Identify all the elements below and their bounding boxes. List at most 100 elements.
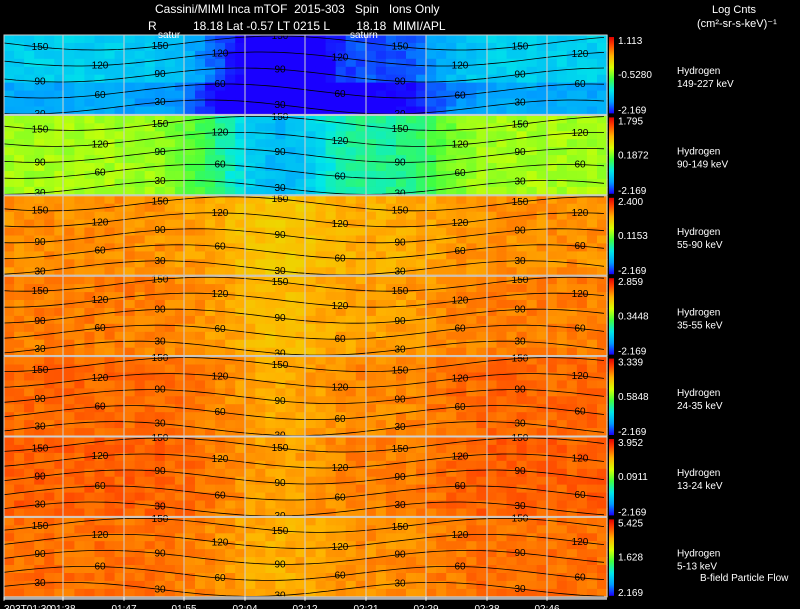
contour-label: 120: [452, 61, 469, 72]
contour-label: 60: [574, 407, 586, 418]
contour-label: 60: [334, 493, 346, 504]
colorbar: [609, 197, 614, 275]
contour-label: 120: [572, 371, 589, 382]
contour-label: 150: [392, 42, 409, 53]
panel-frame: [3, 436, 608, 517]
contour-label: 60: [334, 253, 346, 264]
contour-label: 120: [92, 451, 109, 462]
colorbar-mid: 0.1872: [618, 151, 649, 162]
panel-species: Hydrogen: [677, 388, 720, 399]
colorbar-mid: -0.5280: [618, 70, 652, 81]
contour-label: 120: [332, 219, 349, 230]
panel-species: Hydrogen: [677, 307, 720, 318]
contour-label: 30: [514, 501, 526, 512]
contour-label: 120: [452, 373, 469, 384]
contour-label: 90: [274, 147, 286, 158]
contour-label: 60: [574, 324, 586, 335]
contour-label: 120: [332, 53, 349, 64]
contour-label: 90: [274, 64, 286, 75]
x-tick-label: 02:46: [534, 604, 559, 609]
contour-label: 60: [334, 414, 346, 425]
contour-label: 60: [454, 90, 466, 101]
contour-label: 90: [34, 394, 46, 405]
contour-label: 30: [154, 176, 166, 187]
contour-line: [3, 148, 605, 163]
subtitle-info: 18.18 Lat -0.57 LT 0215 L 18.18 MIMI/APL: [193, 19, 446, 33]
contour-line: [3, 260, 605, 276]
contour-label: 90: [274, 313, 286, 324]
colorbar-max: 5.425: [618, 518, 643, 529]
colorbar-min: -2.169: [618, 507, 647, 518]
contour-label: 90: [394, 472, 406, 483]
panel-5: 150 90 30 120 60 150 90 30 120 60 150 90 30 120 60 150 9…: [3, 353, 723, 441]
contour-label: 30: [34, 422, 46, 433]
contour-line: [4, 292, 605, 308]
x-tick-label: 01:47: [111, 604, 136, 609]
contour-label: 120: [92, 139, 109, 150]
contour-label: 150: [512, 275, 529, 286]
x-tick-label: 01:55: [171, 604, 196, 609]
contour-label: 90: [274, 230, 286, 241]
contour-label: 90: [274, 559, 286, 570]
colorbar-mid: 0.5848: [618, 392, 649, 403]
colorbar-mid: 0.0911: [618, 472, 648, 483]
contour-label: 150: [392, 444, 409, 455]
contour-label: 150: [152, 353, 169, 364]
contour-label: 30: [394, 500, 406, 511]
contour-label: 150: [512, 119, 529, 130]
colorbar-min: -2.169: [618, 347, 647, 358]
contour-line: [3, 437, 605, 453]
panel-species: Hydrogen: [677, 66, 720, 77]
contour-label: 90: [34, 157, 46, 168]
contour-label: 60: [94, 402, 106, 413]
panel-7: 150 90 30 120 60 150 90 30 120 60 150 90 30 120 60 150 9…: [3, 514, 720, 602]
colorbar: [609, 439, 614, 516]
contour-label: 120: [572, 537, 589, 548]
subtitle-r: R: [148, 19, 157, 33]
panel-energy: 149-227 keV: [677, 79, 734, 90]
contour-label: 120: [92, 295, 109, 306]
contour-label: 60: [214, 79, 226, 90]
contour-label: 150: [152, 274, 169, 285]
colorbar-max: 2.859: [618, 277, 643, 288]
contour-label: 30: [274, 183, 286, 194]
contour-label: 60: [334, 89, 346, 100]
contour-label: 30: [514, 98, 526, 109]
contour-label: 150: [152, 514, 169, 525]
contour-label: 60: [574, 490, 586, 501]
contour-line: [3, 534, 605, 549]
panel-4: 150 90 30 120 60 150 90 30 120 60 150 90 30 120 60 150 9…: [3, 274, 723, 360]
contour-label: 60: [574, 160, 586, 171]
panel-energy: 55-90 keV: [677, 240, 723, 251]
colorbar-max: 1.113: [618, 36, 643, 47]
contour-line: [3, 340, 605, 356]
contour-label: 150: [32, 42, 49, 53]
contour-label: 30: [394, 188, 406, 199]
contour-label: 150: [272, 112, 289, 123]
contour-label: 90: [34, 237, 46, 248]
overlay-label-saturn: saturn: [350, 30, 378, 41]
contour-line: [3, 132, 604, 147]
contour-label: 150: [32, 444, 49, 455]
contour-label: 60: [94, 323, 106, 334]
contour-label: 120: [212, 128, 229, 139]
contour-label: 60: [454, 246, 466, 257]
contour-line: [3, 116, 605, 131]
contour-label: 90: [154, 147, 166, 158]
contour-label: 150: [272, 31, 289, 42]
panel-frame: [3, 34, 608, 115]
contour-label: 90: [394, 394, 406, 405]
x-tick-label: 02:38: [474, 604, 499, 609]
contour-label: 120: [212, 49, 229, 60]
contour-label: 60: [94, 245, 106, 256]
colorbar-title-line1: Log Cnts: [712, 4, 757, 16]
contour-label: 120: [212, 454, 229, 465]
contour-label: 120: [332, 383, 349, 394]
contour-label: 120: [212, 289, 229, 300]
contour-label: 60: [334, 334, 346, 345]
contour-label: 90: [154, 69, 166, 80]
contour-label: 150: [272, 443, 289, 454]
contour-label: 90: [514, 305, 526, 316]
contour-line: [3, 228, 605, 244]
colorbar-max: 2.400: [618, 197, 643, 208]
